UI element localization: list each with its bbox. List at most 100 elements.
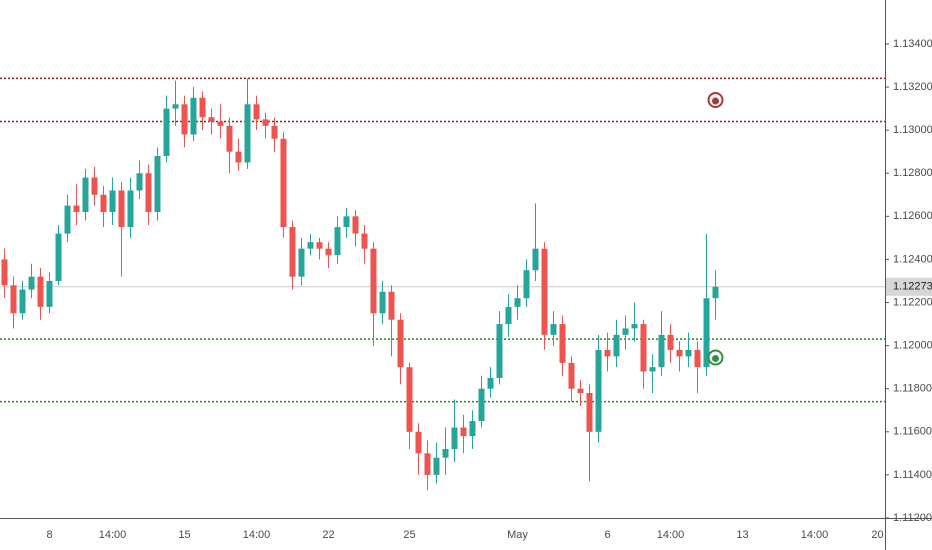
candle-body — [451, 427, 458, 450]
candle-body — [469, 421, 476, 437]
x-tick-label: 25 — [403, 529, 415, 541]
candle-body — [496, 324, 503, 378]
candle-body — [487, 377, 494, 389]
candle-body — [649, 367, 656, 372]
candle-body — [55, 233, 62, 281]
x-tick-label: 13 — [736, 529, 748, 541]
candle-body — [433, 457, 440, 475]
y-tick-label: 1.12000 — [893, 340, 932, 352]
y-tick-label: 1.11400 — [893, 469, 932, 481]
candle-body — [235, 151, 242, 163]
candle-body — [10, 285, 17, 314]
y-tick-label: 1.13200 — [893, 81, 932, 93]
candle-body — [685, 349, 692, 357]
candle-body — [631, 324, 638, 329]
candle-body — [325, 248, 332, 256]
candle-body — [190, 97, 197, 135]
target-marker-dot — [712, 97, 719, 105]
candle-body — [172, 104, 179, 109]
y-tick-label: 1.12200 — [893, 296, 932, 308]
candle-body — [181, 104, 188, 135]
candle-body — [532, 248, 539, 271]
candle-body — [307, 242, 314, 249]
candle-body — [523, 270, 530, 299]
candle-body — [109, 190, 116, 213]
candle-body — [244, 104, 251, 163]
candle-body — [640, 324, 647, 372]
candle-body — [550, 324, 557, 335]
candle-body — [460, 427, 467, 437]
candle-body — [64, 205, 71, 234]
y-tick-label: 1.12800 — [893, 167, 932, 179]
candle-body — [289, 227, 296, 277]
candle-body — [82, 177, 89, 213]
candle-body — [298, 248, 305, 277]
candle-body — [604, 349, 611, 357]
candle-body — [424, 453, 431, 475]
y-tick-label: 1.11800 — [893, 383, 932, 395]
candle-body — [415, 431, 422, 454]
candle-body — [559, 324, 566, 363]
y-tick-label: 1.12600 — [893, 210, 932, 222]
candle-body — [514, 298, 521, 307]
candle-body — [361, 233, 368, 249]
x-tick-label: 14:00 — [657, 529, 685, 541]
candle-body — [703, 298, 710, 368]
candle-body — [397, 319, 404, 368]
candle-body — [19, 289, 26, 314]
candle-body — [154, 156, 161, 213]
candle-body — [568, 362, 575, 389]
candle-body — [100, 194, 107, 213]
x-tick-label: 14:00 — [243, 529, 271, 541]
candle-body — [613, 334, 620, 357]
y-tick-label: 1.13400 — [893, 38, 932, 50]
candle-body — [262, 119, 269, 126]
y-tick-label: 1.11200 — [893, 512, 932, 524]
candle-body — [388, 291, 395, 320]
candle-body — [577, 388, 584, 394]
y-tick-label: 1.11600 — [893, 426, 932, 438]
x-tick-label: 8 — [46, 529, 52, 541]
candle-body — [622, 328, 629, 335]
candle-body — [370, 248, 377, 314]
candle-body — [280, 138, 287, 228]
candle-body — [91, 177, 98, 195]
y-tick-label: 1.12400 — [893, 253, 932, 265]
candle-body — [118, 190, 125, 228]
candle-body — [334, 227, 341, 256]
x-tick-label: 15 — [178, 529, 190, 541]
candle-body — [163, 108, 170, 157]
candle-body — [46, 280, 53, 307]
candle-body — [1, 259, 8, 286]
x-tick-label: 6 — [604, 529, 610, 541]
candle-body — [343, 216, 350, 228]
candle-body — [136, 173, 143, 191]
candle-body — [658, 334, 665, 368]
x-tick-label: May — [507, 529, 528, 541]
candle-body — [253, 104, 260, 120]
last-price-label: 1.12273 — [893, 281, 932, 293]
candle-body — [37, 276, 44, 307]
candle-body — [28, 276, 35, 290]
x-tick-label: 22 — [322, 529, 334, 541]
y-tick-label: 1.13000 — [893, 124, 932, 136]
candle-body — [694, 349, 701, 368]
candle-body — [208, 117, 215, 122]
candle-body — [316, 242, 323, 249]
candle-body — [217, 121, 224, 126]
candle-body — [676, 349, 683, 357]
candle-body — [352, 216, 359, 234]
candle-body — [379, 291, 386, 314]
candle-body — [271, 125, 278, 139]
candle-body — [73, 205, 80, 213]
candle-body — [442, 449, 449, 458]
x-tick-label: 14:00 — [99, 529, 127, 541]
candle-body — [595, 349, 602, 432]
candle-body — [145, 173, 152, 213]
candle-body — [505, 306, 512, 325]
candle-body — [667, 334, 674, 350]
candle-body — [226, 125, 233, 152]
target-marker-dot — [712, 354, 719, 362]
